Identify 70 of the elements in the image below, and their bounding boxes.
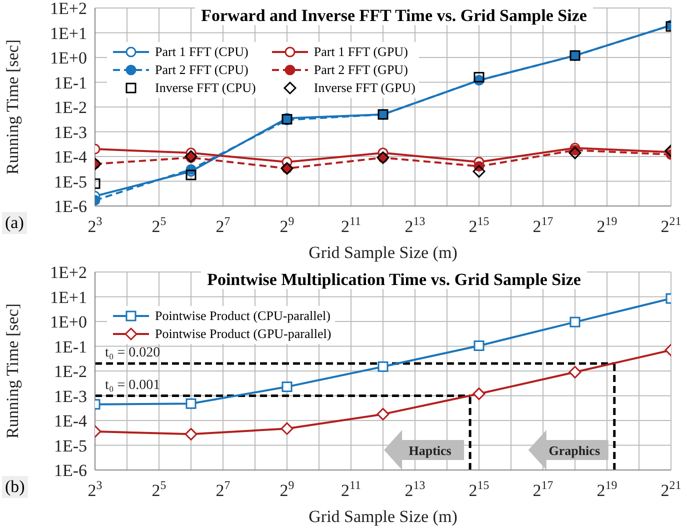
y-axis-title: Running Time [sec] xyxy=(3,303,22,439)
legend-label: Inverse FFT (CPU) xyxy=(155,80,256,96)
x-tick-label: 2$^{17}$ xyxy=(532,214,554,236)
y-tick-label: 1E-3 xyxy=(54,386,87,406)
x-axis-title: Grid Sample Size (m) xyxy=(308,507,458,526)
y-tick-label: 1E+1 xyxy=(50,288,87,307)
y-tick-label: 1E+1 xyxy=(50,24,87,43)
y-tick-label: 1E+0 xyxy=(50,48,87,68)
y-tick-label: 1E+0 xyxy=(50,312,87,332)
ref-line-label: t₀ = 0.001 xyxy=(105,378,160,393)
x-tick-label: 2$^{11}$ xyxy=(341,214,362,236)
legend-label: Part 1 FFT (CPU) xyxy=(155,44,248,60)
x-tick-label: 2$^{5}$ xyxy=(152,478,166,500)
legend-label: Part 1 FFT (GPU) xyxy=(314,44,408,60)
point xyxy=(472,165,486,178)
legend-label: Pointwise Product (GPU-parallel) xyxy=(155,326,332,342)
point xyxy=(474,340,484,351)
chart-title: Forward and Inverse FFT Time vs. Grid Sample Size xyxy=(195,6,593,25)
legend-label: Pointwise Product (CPU-parallel) xyxy=(155,308,330,324)
y-tick-label: 1E-5 xyxy=(54,172,87,192)
ref-line-label: t₀ = 0.020 xyxy=(105,346,160,361)
x-tick-label: 2$^{9}$ xyxy=(280,214,294,236)
point xyxy=(186,398,196,409)
y-tick-label: 1E+2 xyxy=(50,263,87,282)
y-tick-label: 1E-2 xyxy=(54,98,87,118)
y-tick-label: 1E-3 xyxy=(54,122,87,142)
legend-label: Inverse FFT (GPU) xyxy=(314,80,416,96)
x-tick-label: 2$^{15}$ xyxy=(468,478,490,500)
y-tick-label: 1E-1 xyxy=(54,337,87,356)
y-tick-label: 1E-4 xyxy=(54,148,88,167)
ref-line-label: Haptics xyxy=(408,443,452,458)
y-tick-label: 1E-6 xyxy=(54,461,87,480)
y-tick-label: 1E-5 xyxy=(54,436,87,456)
x-tick-label: 2$^{21}$ xyxy=(660,214,682,236)
y-tick-label: 1E-2 xyxy=(54,362,87,382)
x-tick-label: 2$^{5}$ xyxy=(152,214,166,236)
text: (b) xyxy=(2,476,28,498)
x-tick-label: 2$^{9}$ xyxy=(280,478,294,500)
y-tick-label: 1E+2 xyxy=(50,0,87,18)
x-axis-title: Grid Sample Size (m) xyxy=(308,243,458,262)
x-tick-label: 2$^{15}$ xyxy=(468,214,490,236)
point xyxy=(282,382,292,392)
legend-label: Part 2 FFT (CPU) xyxy=(155,62,248,78)
point xyxy=(280,422,294,435)
x-tick-label: 2$^{3}$ xyxy=(88,214,102,236)
y-tick-label: 1E-6 xyxy=(54,197,87,216)
point xyxy=(376,408,390,420)
x-tick-label: 2$^{19}$ xyxy=(596,214,618,236)
x-tick-label: 2$^{19}$ xyxy=(596,478,618,500)
point xyxy=(184,428,198,440)
point xyxy=(570,316,580,328)
x-tick-label: 2$^{7}$ xyxy=(216,478,230,500)
text: (a) xyxy=(2,212,27,234)
x-tick-label: 2$^{21}$ xyxy=(660,478,682,500)
x-tick-label: 2$^{11}$ xyxy=(341,478,362,500)
y-tick-label: 1E-4 xyxy=(54,412,88,431)
x-tick-label: 2$^{13}$ xyxy=(404,478,426,500)
x-tick-label: 2$^{17}$ xyxy=(532,478,554,500)
point xyxy=(474,72,484,82)
point xyxy=(378,361,388,372)
y-tick-label: 1E-1 xyxy=(54,73,87,92)
ref-line-label: Graphics xyxy=(548,443,600,458)
point xyxy=(472,388,486,400)
y-axis-title: Running Time [sec] xyxy=(3,39,22,175)
point xyxy=(568,366,582,378)
chart-title: Pointwise Multiplication Time vs. Grid Sample Size xyxy=(201,270,587,289)
x-tick-label: 2$^{7}$ xyxy=(216,214,230,236)
legend-label: Part 2 FFT (GPU) xyxy=(314,62,408,78)
x-tick-label: 2$^{13}$ xyxy=(404,214,426,236)
x-tick-label: 2$^{3}$ xyxy=(88,478,102,500)
